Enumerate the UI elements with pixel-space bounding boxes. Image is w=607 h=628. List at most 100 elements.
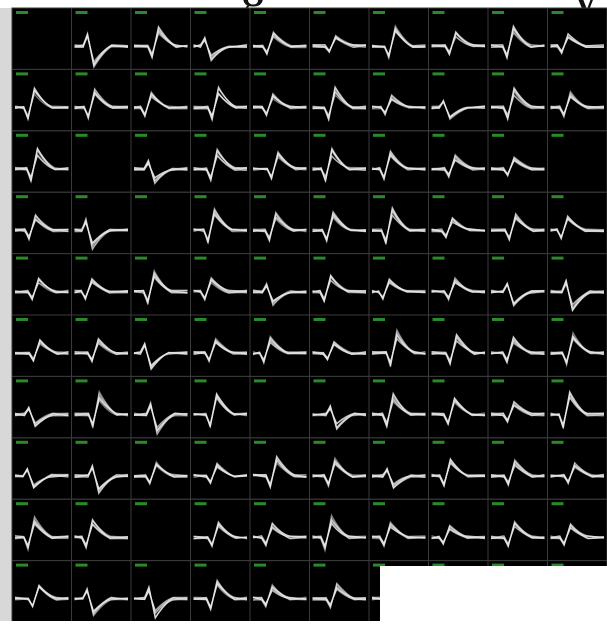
channel-label [552,11,564,14]
channel-label [373,134,385,137]
channel-label [314,318,326,321]
channel-label [195,379,207,382]
channel-label [16,257,28,260]
channel-label [373,441,385,444]
channel-label [135,134,147,137]
channel-label [373,318,385,321]
channel-label [433,11,445,14]
channel-label [492,379,504,382]
channel-label [16,72,28,75]
channel-label [314,195,326,198]
channel-label [433,195,445,198]
channel-label [16,441,28,444]
channel-label [314,72,326,75]
channel-label [552,502,564,505]
channel-label [195,441,207,444]
channel-label [314,379,326,382]
channel-label [254,134,266,137]
channel-label [195,257,207,260]
channel-label [76,564,88,567]
channel-label [195,195,207,198]
channel-label [195,318,207,321]
channel-label [254,564,266,567]
channel-label [552,195,564,198]
channel-label [76,11,88,14]
channel-label [552,134,564,137]
channel-label [314,134,326,137]
channel-label [314,502,326,505]
channel-label [76,379,88,382]
channel-label [314,11,326,14]
channel-label [373,257,385,260]
channel-label [552,72,564,75]
channel-label [76,134,88,137]
channel-label [195,564,207,567]
channel-label [433,134,445,137]
channel-label [552,379,564,382]
channel-label [314,257,326,260]
channel-label [254,441,266,444]
channel-label [16,318,28,321]
electrode-grid [0,0,607,628]
channel-label [552,318,564,321]
channel-label [373,195,385,198]
channel-label [552,257,564,260]
channel-label [254,257,266,260]
channel-label [373,502,385,505]
channel-label [492,72,504,75]
channel-label [135,318,147,321]
channel-label [433,72,445,75]
channel-label [373,11,385,14]
channel-label [16,379,28,382]
channel-label [76,257,88,260]
channel-label [492,318,504,321]
channel-label [492,134,504,137]
channel-label [254,318,266,321]
channel-label [314,564,326,567]
channel-label [195,134,207,137]
channel-label [195,72,207,75]
channel-label [433,257,445,260]
channel-label [16,564,28,567]
channel-label [433,502,445,505]
channel-label [254,195,266,198]
channel-label [195,502,207,505]
channel-label [76,195,88,198]
channel-label [135,257,147,260]
channel-label [135,195,147,198]
channel-label [433,318,445,321]
channel-label [254,379,266,382]
channel-label [76,318,88,321]
channel-label [135,379,147,382]
channel-label [76,502,88,505]
channel-label [254,502,266,505]
channel-label [16,134,28,137]
channel-label [135,11,147,14]
channel-label [195,11,207,14]
channel-label [76,72,88,75]
channel-label [314,441,326,444]
channel-label [552,441,564,444]
channel-label [135,564,147,567]
channel-label [492,257,504,260]
channel-label [492,502,504,505]
channel-label [135,72,147,75]
channel-label [433,441,445,444]
overlay-box [380,566,607,621]
channel-label [254,11,266,14]
bottom-margin [0,621,607,628]
channel-label [492,11,504,14]
channel-label [254,72,266,75]
channel-label [135,502,147,505]
channel-label [492,441,504,444]
channel-label [373,72,385,75]
channel-label [433,379,445,382]
channel-label [135,441,147,444]
channel-label [492,195,504,198]
channel-label [16,502,28,505]
page: g y (() => { const data = JSON.parse(doc… [0,0,607,628]
channel-label [16,195,28,198]
channel-label [16,11,28,14]
window-border [0,8,12,628]
channel-label [373,379,385,382]
